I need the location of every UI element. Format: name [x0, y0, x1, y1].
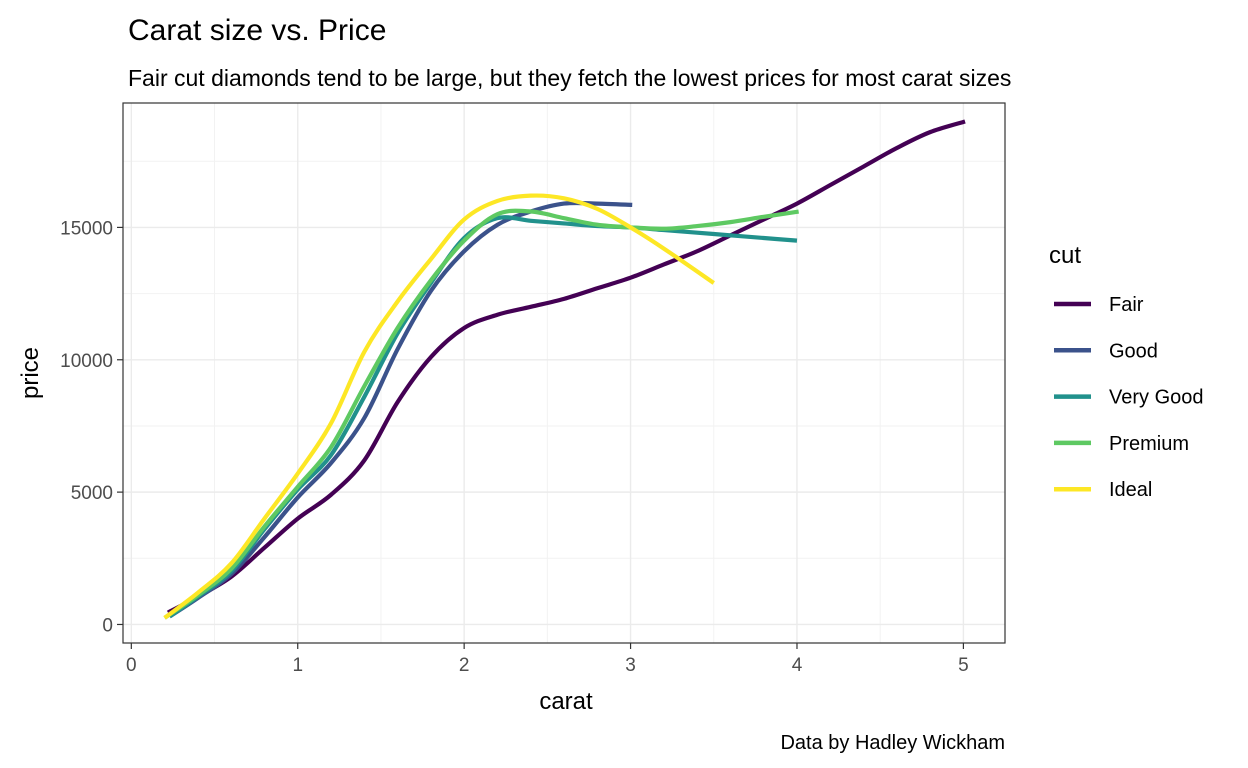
x-axis-title: carat [539, 688, 593, 715]
legend-label-very-good: Very Good [1109, 387, 1204, 409]
y-tick-label: 10000 [60, 351, 113, 372]
legend: cut Fair Good Very Good Premium Ideal [1049, 242, 1204, 501]
legend-label-ideal: Ideal [1109, 479, 1152, 501]
x-tick-label: 1 [292, 655, 303, 676]
grid-minor [123, 103, 1005, 643]
series-line-ideal [163, 193, 715, 620]
legend-title: cut [1049, 242, 1081, 269]
chart-caption: Data by Hadley Wickham [780, 732, 1005, 754]
plot-panel [122, 102, 1006, 644]
panel-background [123, 103, 1005, 643]
grid-major [123, 103, 1005, 643]
x-tick-label: 0 [126, 655, 137, 676]
series-lines [163, 119, 966, 620]
legend-label-good: Good [1109, 340, 1158, 362]
legend-label-premium: Premium [1109, 433, 1189, 455]
x-tick-label: 5 [958, 655, 969, 676]
y-tick-label: 5000 [71, 483, 113, 504]
legend-items: Fair Good Very Good Premium Ideal [1054, 294, 1204, 501]
legend-label-fair: Fair [1109, 294, 1144, 316]
y-tick-label: 0 [102, 615, 113, 636]
x-tick-label: 2 [459, 655, 470, 676]
panel-border [122, 102, 1006, 644]
y-axis: 0 5000 10000 15000 [60, 218, 123, 636]
y-tick-label: 15000 [60, 218, 113, 239]
y-axis-title: price [17, 347, 44, 399]
chart-subtitle: Fair cut diamonds tend to be large, but … [128, 65, 1011, 91]
series-line-fair [166, 119, 966, 615]
chart-title: Carat size vs. Price [128, 14, 386, 47]
x-tick-label: 4 [792, 655, 803, 676]
x-tick-label: 3 [625, 655, 636, 676]
x-axis: 0 1 2 3 4 5 [126, 643, 969, 676]
series-line-good [168, 200, 633, 619]
series-line-premium [163, 208, 799, 620]
